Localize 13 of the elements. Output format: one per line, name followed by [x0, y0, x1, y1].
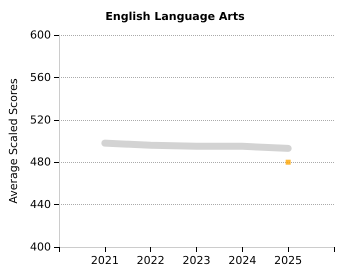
x-tick-label: 2024 [228, 254, 256, 267]
y-tick-label: 560 [30, 70, 51, 84]
y-tick-label: 480 [30, 156, 51, 169]
chart-title: English Language Arts [105, 10, 246, 23]
x-tick-label: 2021 [90, 254, 119, 267]
y-tick-label: 400 [30, 240, 51, 254]
x-tick-label: 2025 [274, 254, 302, 267]
x-tick-label: 2022 [136, 254, 165, 267]
y-axis-title: Average Scaled Scores [7, 78, 20, 204]
y-tick-label: 440 [30, 198, 51, 212]
y-tick-label: 600 [30, 28, 51, 42]
x-tick-label: 2023 [182, 254, 210, 267]
y-tick-label: 520 [30, 113, 51, 126]
